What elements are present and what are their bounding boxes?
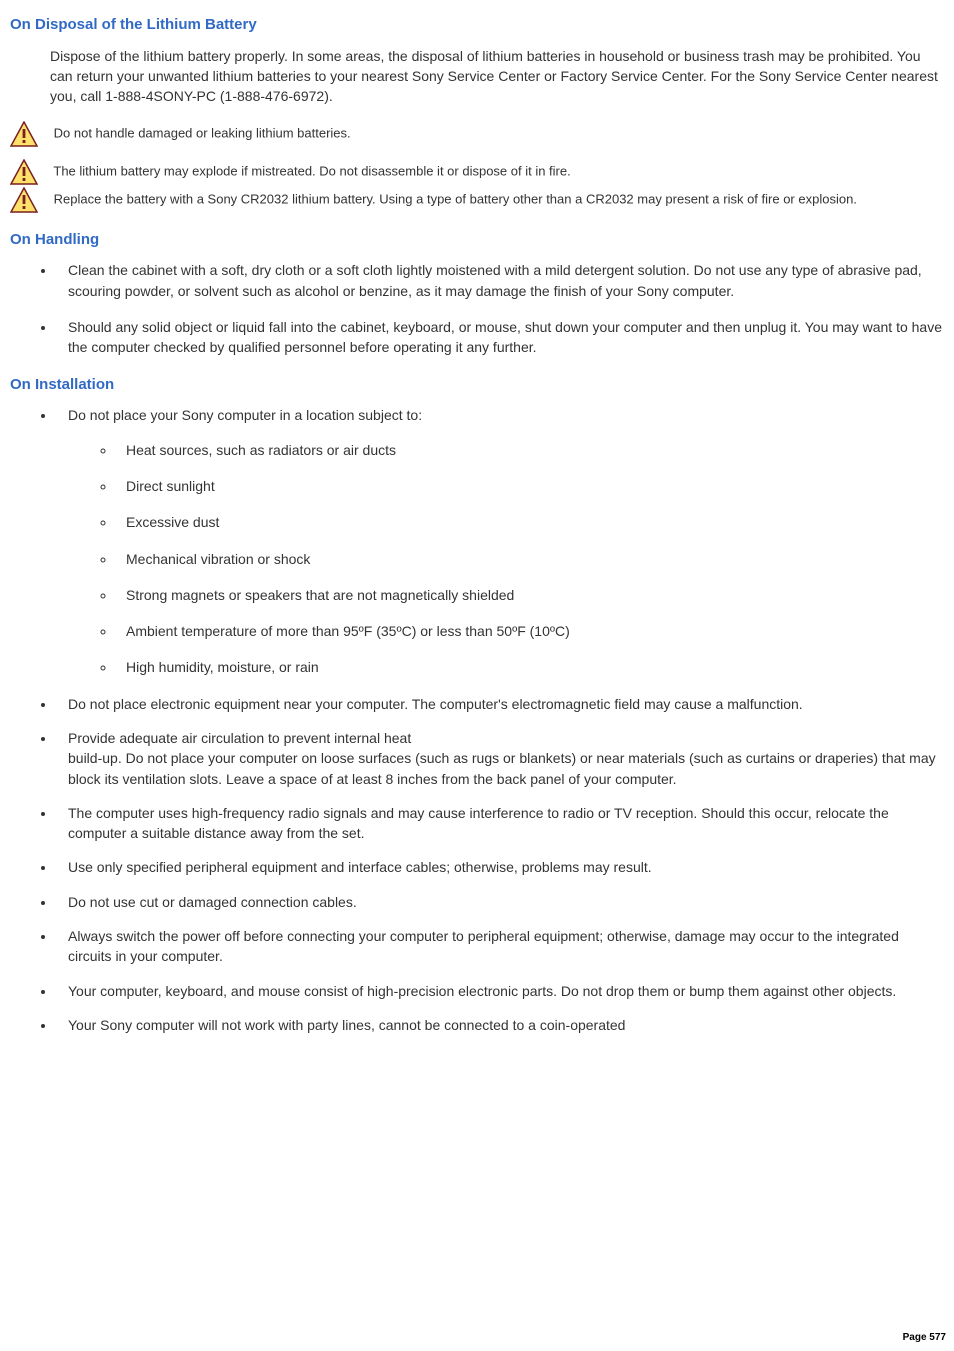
warning-text: Replace the battery with a Sony CR2032 l… <box>54 191 857 206</box>
warning-item: Do not handle damaged or leaking lithium… <box>10 121 944 147</box>
list-item: Do not place your Sony computer in a loc… <box>56 405 944 677</box>
list-item: Should any solid object or liquid fall i… <box>56 317 944 358</box>
disposal-warnings: Do not handle damaged or leaking lithium… <box>10 121 944 213</box>
list-item: Provide adequate air circulation to prev… <box>56 728 944 789</box>
sublist-item: Ambient temperature of more than 95ºF (3… <box>116 621 636 641</box>
sublist-item: Strong magnets or speakers that are not … <box>116 585 944 605</box>
list-item: The computer uses high-frequency radio s… <box>56 803 944 844</box>
list-item-text: Do not place your Sony computer in a loc… <box>68 407 422 423</box>
list-item: Your Sony computer will not work with pa… <box>56 1015 944 1035</box>
heading-disposal: On Disposal of the Lithium Battery <box>10 14 944 36</box>
warning-icon <box>10 187 44 213</box>
warning-item: The lithium battery may explode if mistr… <box>10 159 944 185</box>
handling-list: Clean the cabinet with a soft, dry cloth… <box>10 260 944 357</box>
sublist-item: Direct sunlight <box>116 476 944 496</box>
installation-sublist: Heat sources, such as radiators or air d… <box>68 440 944 678</box>
sublist-item: High humidity, moisture, or rain <box>116 657 944 677</box>
sublist-item: Mechanical vibration or shock <box>116 549 944 569</box>
page-number: Page 577 <box>903 1331 946 1346</box>
warning-item: Replace the battery with a Sony CR2032 l… <box>10 187 944 213</box>
list-item: Your computer, keyboard, and mouse consi… <box>56 981 944 1001</box>
warning-text: Do not handle damaged or leaking lithium… <box>54 125 351 140</box>
installation-list: Do not place your Sony computer in a loc… <box>10 405 944 1035</box>
list-item: Always switch the power off before conne… <box>56 926 944 967</box>
warning-icon <box>10 159 44 185</box>
warning-icon <box>10 121 44 147</box>
list-item: Do not place electronic equipment near y… <box>56 694 944 714</box>
heading-installation: On Installation <box>10 374 944 396</box>
list-item: Do not use cut or damaged connection cab… <box>56 892 944 912</box>
sublist-item: Heat sources, such as radiators or air d… <box>116 440 944 460</box>
sublist-item: Excessive dust <box>116 512 944 532</box>
disposal-body: Dispose of the lithium battery properly.… <box>50 46 944 107</box>
list-item: Clean the cabinet with a soft, dry cloth… <box>56 260 944 301</box>
warning-text: The lithium battery may explode if mistr… <box>53 163 570 178</box>
list-item: Use only specified peripheral equipment … <box>56 857 944 877</box>
heading-handling: On Handling <box>10 229 944 251</box>
